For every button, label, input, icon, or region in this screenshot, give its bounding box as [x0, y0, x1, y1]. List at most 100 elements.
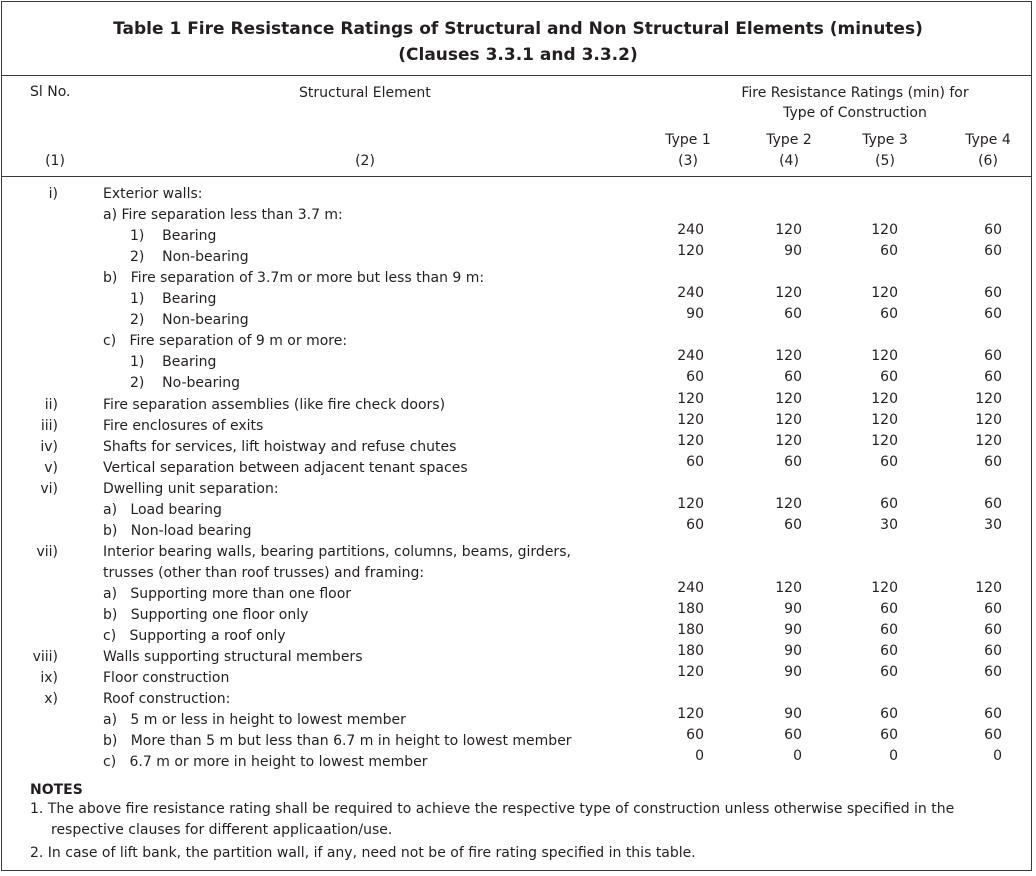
header-sl-no: Sl No.: [30, 84, 71, 100]
rating-value-type-1: 120: [677, 706, 704, 723]
element-description: c) 6.7 m or more in height to lowest mem…: [103, 754, 428, 771]
rating-value-type-4: 60: [984, 348, 1002, 365]
rating-value-type-4: 60: [984, 306, 1002, 323]
header-col-3: (3): [678, 153, 698, 169]
rating-value-type-2: 120: [775, 285, 802, 302]
rating-value-type-2: 120: [775, 411, 802, 428]
rating-value-type-4: 60: [984, 601, 1002, 617]
element-description: Roof construction:: [103, 691, 231, 708]
element-description: Floor construction: [103, 670, 230, 687]
rating-value-type-1: 240: [677, 348, 704, 365]
rating-value-type-2: 120: [775, 390, 802, 407]
element-description: Shafts for services, lift hoistway and r…: [103, 438, 457, 455]
rating-value-type-4: 60: [984, 664, 1002, 681]
rating-value-type-1: 120: [677, 432, 704, 449]
rating-value-type-4: 120: [975, 579, 1002, 596]
element-description: trusses (other than roof trusses) and fr…: [103, 564, 425, 581]
sl-no-cell: v): [44, 459, 58, 476]
rating-value-type-2: 90: [784, 664, 802, 681]
rating-value-type-4: 60: [984, 727, 1002, 744]
rating-value-type-3: 120: [871, 285, 898, 302]
rating-value-type-1: 180: [677, 601, 704, 617]
rating-value-type-4: 60: [984, 369, 1002, 386]
rating-value-type-3: 60: [880, 453, 898, 470]
rating-value-type-3: 0: [889, 748, 898, 765]
note-2: 2. In case of lift bank, the partition w…: [30, 845, 696, 861]
rating-value-type-3: 60: [880, 664, 898, 681]
rating-value-type-2: 90: [784, 706, 802, 723]
rating-value-type-4: 120: [975, 390, 1002, 407]
element-description: 1) Bearing: [130, 354, 217, 371]
rating-value-type-2: 120: [775, 348, 802, 365]
rating-value-type-2: 90: [784, 643, 802, 660]
header-col-5: (5): [875, 153, 895, 169]
table-title: Table 1 Fire Resistance Ratings of Struc…: [113, 19, 923, 39]
rating-value-type-3: 60: [880, 243, 898, 260]
rating-value-type-3: 60: [880, 643, 898, 660]
rating-value-type-1: 120: [677, 243, 704, 260]
rating-value-type-3: 60: [880, 369, 898, 386]
rating-value-type-4: 0: [993, 748, 1002, 765]
header-bottom-rule: [2, 176, 1032, 177]
element-description: c) Supporting a roof only: [103, 628, 286, 645]
rating-value-type-3: 60: [880, 306, 898, 323]
note-1-line-2: respective clauses for different applica…: [51, 822, 393, 838]
rating-value-type-1: 240: [677, 222, 704, 239]
sl-no-cell: vii): [36, 543, 58, 560]
rating-value-type-1: 180: [677, 622, 704, 639]
element-description: b) Fire separation of 3.7m or more but l…: [103, 270, 485, 287]
rating-value-type-2: 120: [775, 579, 802, 596]
element-description: 1) Bearing: [130, 291, 217, 308]
element-description: Vertical separation between adjacent ten…: [103, 459, 468, 476]
header-col-4: (4): [779, 153, 799, 169]
rating-value-type-1: 60: [686, 516, 704, 533]
rating-value-type-1: 240: [677, 579, 704, 596]
rating-value-type-2: 120: [775, 495, 802, 512]
header-type-4: Type 4: [965, 132, 1011, 148]
rating-value-type-4: 60: [984, 622, 1002, 639]
element-description: a) Supporting more than one floor: [103, 585, 352, 602]
rating-value-type-2: 60: [784, 306, 802, 323]
element-description: a) Load bearing: [103, 501, 222, 518]
element-description: b) Non-load bearing: [103, 522, 252, 539]
rating-value-type-2: 120: [775, 432, 802, 449]
rating-value-type-4: 60: [984, 453, 1002, 470]
rating-value-type-2: 60: [784, 727, 802, 744]
rating-value-type-4: 120: [975, 411, 1002, 428]
table-subtitle: (Clauses 3.3.1 and 3.3.2): [398, 45, 638, 65]
header-type-1: Type 1: [665, 132, 711, 148]
header-col-1: (1): [45, 153, 65, 169]
rating-value-type-3: 30: [880, 516, 898, 533]
rating-value-type-4: 60: [984, 495, 1002, 512]
rating-value-type-1: 120: [677, 495, 704, 512]
rating-value-type-2: 120: [775, 222, 802, 239]
element-description: Dwelling unit separation:: [103, 480, 279, 497]
header-ratings-line1: Fire Resistance Ratings (min) for: [741, 85, 969, 101]
rating-value-type-2: 60: [784, 453, 802, 470]
sl-no-cell: iii): [40, 417, 58, 434]
rating-value-type-1: 60: [686, 369, 704, 386]
element-description: 2) Non-bearing: [130, 312, 249, 329]
rating-value-type-1: 0: [695, 748, 704, 765]
rating-value-type-1: 90: [686, 306, 704, 323]
sl-no-cell: iv): [40, 438, 58, 455]
rating-value-type-3: 60: [880, 727, 898, 744]
rating-value-type-1: 120: [677, 390, 704, 407]
rating-value-type-4: 60: [984, 285, 1002, 302]
header-col-6: (6): [978, 153, 998, 169]
rating-value-type-2: 0: [793, 748, 802, 765]
rating-value-type-2: 60: [784, 516, 802, 533]
header-ratings-line2: Type of Construction: [783, 105, 927, 121]
rating-value-type-4: 60: [984, 643, 1002, 660]
header-top-rule: [2, 75, 1032, 76]
rating-value-type-3: 120: [871, 222, 898, 239]
element-description: 2) No-bearing: [130, 375, 241, 392]
element-description: Fire separation assemblies (like fire ch…: [103, 396, 446, 413]
rating-value-type-3: 60: [880, 706, 898, 723]
element-description: Walls supporting structural members: [103, 649, 363, 666]
rating-value-type-3: 120: [871, 411, 898, 428]
element-description: 1) Bearing: [130, 228, 217, 245]
element-description: Interior bearing walls, bearing partitio…: [103, 543, 571, 560]
element-description: Exterior walls:: [103, 186, 203, 202]
